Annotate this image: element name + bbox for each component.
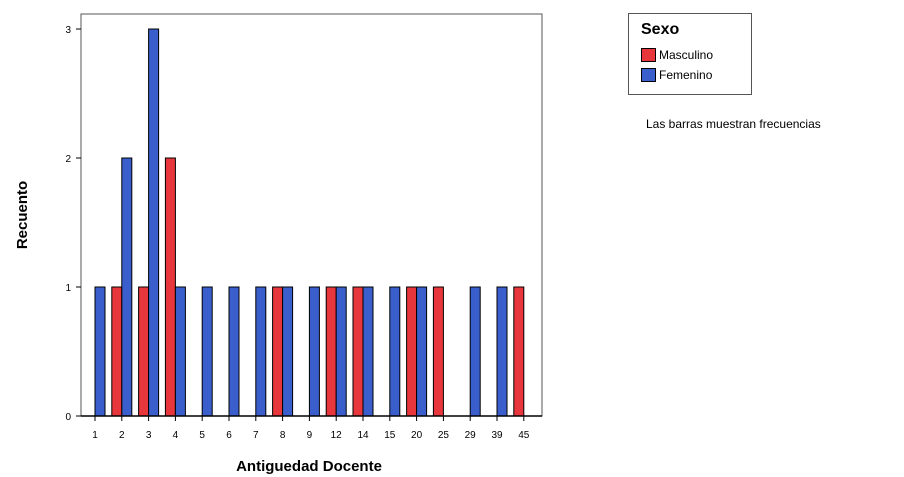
bar-masculino-14 [352,286,364,417]
bar-femenino-15 [389,286,401,417]
legend: Sexo Masculino Femenino [628,13,752,95]
bar-masculino-8 [272,286,284,417]
x-tick-label: 9 [307,430,313,441]
bar-masculino-25 [432,286,444,417]
y-axis-ticks: 0 1 2 3 [65,25,81,423]
x-tick-label: 2 [119,430,125,441]
legend-item-masculino: Masculino [641,47,713,63]
x-tick-label: 5 [199,430,205,441]
x-tick-label: 8 [280,430,286,441]
y-tick-label: 0 [65,412,71,423]
x-tick-label: 39 [491,430,503,441]
bar-masculino-20 [406,286,418,417]
x-tick-label: 20 [411,430,423,441]
legend-item-femenino: Femenino [641,67,712,83]
bar-femenino-6 [228,286,240,417]
legend-title: Sexo [641,21,680,38]
x-tick-label: 1 [92,430,98,441]
bar-femenino-14 [362,286,374,417]
bar-masculino-45 [513,286,525,417]
bar-femenino-2 [121,157,133,417]
x-tick-label: 15 [384,430,396,441]
x-tick-label: 7 [253,430,259,441]
bar-femenino-8 [282,286,294,417]
x-tick-label: 12 [331,430,343,441]
x-tick-label: 3 [146,430,152,441]
x-tick-label: 25 [438,430,450,441]
x-axis-title: Antiguedad Docente [236,458,382,475]
legend-swatch-femenino [641,68,656,82]
bar-masculino-4 [164,157,176,417]
bar-femenino-39 [496,286,508,417]
bar-femenino-12 [335,286,347,417]
y-tick-label: 3 [65,25,71,36]
y-axis-title: Recuento [14,181,31,249]
legend-swatch-masculino [641,48,656,62]
bar-masculino-12 [325,286,337,417]
bar-femenino-1 [94,286,106,417]
x-tick-label: 14 [357,430,369,441]
bar-femenino-9 [308,286,320,417]
bar-masculino-3 [138,286,150,417]
x-tick-label: 4 [173,430,179,441]
x-tick-label: 29 [465,430,477,441]
legend-label-masculino: Masculino [659,48,714,62]
x-tick-label: 6 [226,430,232,441]
bar-femenino-5 [201,286,213,417]
bar-femenino-3 [148,28,160,417]
y-tick-label: 2 [65,154,71,165]
x-axis-ticks: 1 2 3 4 5 6 7 8 9 12 14 15 20 25 29 39 45 [92,416,530,441]
x-tick-label: 45 [518,430,530,441]
bar-masculino-2 [111,286,123,417]
bar-femenino-20 [416,286,428,417]
legend-label-femenino: Femenino [659,68,713,82]
bar-femenino-7 [255,286,267,417]
bar-femenino-29 [469,286,481,417]
chart-note: Las barras muestran frecuencias [646,117,821,131]
y-tick-label: 1 [65,283,71,294]
bar-femenino-4 [174,286,186,417]
